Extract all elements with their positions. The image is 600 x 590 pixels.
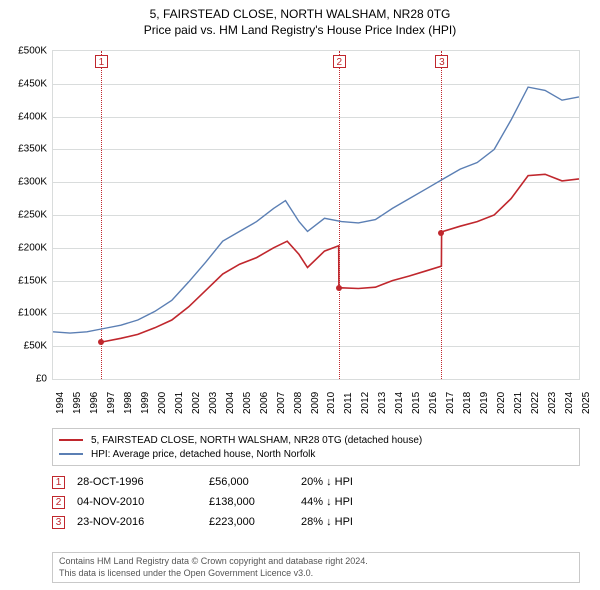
x-axis-label: 1996 (89, 392, 100, 414)
sale-marker-dot (438, 230, 444, 236)
sale-marker-box: 2 (52, 496, 65, 509)
y-axis-label: £0 (36, 374, 47, 385)
x-axis-label: 2019 (479, 392, 490, 414)
sale-marker-box: 1 (95, 55, 108, 68)
attribution-box: Contains HM Land Registry data © Crown c… (52, 552, 580, 583)
sale-date: 23-NOV-2016 (77, 516, 197, 528)
chart-container: 5, FAIRSTEAD CLOSE, NORTH WALSHAM, NR28 … (0, 0, 600, 590)
x-axis-label: 2024 (564, 392, 575, 414)
x-axis-label: 2007 (276, 392, 287, 414)
sale-date: 04-NOV-2010 (77, 496, 197, 508)
y-axis-label: £450K (18, 78, 47, 89)
x-axis-label: 1999 (140, 392, 151, 414)
sale-marker-dot (98, 339, 104, 345)
x-axis-label: 2005 (242, 392, 253, 414)
x-axis-label: 2000 (157, 392, 168, 414)
x-axis-label: 2001 (174, 392, 185, 414)
x-axis-label: 2006 (259, 392, 270, 414)
title-subtitle: Price paid vs. HM Land Registry's House … (0, 22, 600, 38)
y-axis-label: £300K (18, 177, 47, 188)
x-axis-label: 2025 (581, 392, 592, 414)
x-axis-label: 2016 (428, 392, 439, 414)
legend-box: 5, FAIRSTEAD CLOSE, NORTH WALSHAM, NR28 … (52, 428, 580, 466)
x-axis-label: 2020 (496, 392, 507, 414)
legend-label: 5, FAIRSTEAD CLOSE, NORTH WALSHAM, NR28 … (91, 435, 422, 446)
sale-delta: 44% ↓ HPI (301, 496, 353, 508)
sale-row: 3 23-NOV-2016 £223,000 28% ↓ HPI (52, 512, 580, 532)
x-axis-label: 1998 (123, 392, 134, 414)
sale-marker-box: 3 (52, 516, 65, 529)
x-axis-label: 1997 (106, 392, 117, 414)
y-axis-label: £350K (18, 144, 47, 155)
y-axis-label: £250K (18, 210, 47, 221)
x-axis-label: 2014 (394, 392, 405, 414)
y-axis-label: £100K (18, 308, 47, 319)
x-axis-label: 2023 (547, 392, 558, 414)
attribution-line: Contains HM Land Registry data © Crown c… (59, 556, 573, 568)
sale-row: 1 28-OCT-1996 £56,000 20% ↓ HPI (52, 472, 580, 492)
chart-series-svg (53, 51, 579, 379)
x-axis-label: 2013 (377, 392, 388, 414)
x-axis-label: 2003 (208, 392, 219, 414)
x-axis-label: 2011 (343, 392, 354, 414)
y-axis-label: £150K (18, 275, 47, 286)
legend-label: HPI: Average price, detached house, Nort… (91, 449, 315, 460)
x-axis-label: 2004 (225, 392, 236, 414)
sale-row: 2 04-NOV-2010 £138,000 44% ↓ HPI (52, 492, 580, 512)
x-axis-label: 2008 (293, 392, 304, 414)
sale-price: £223,000 (209, 516, 289, 528)
x-axis-label: 2015 (411, 392, 422, 414)
sale-marker-box: 2 (333, 55, 346, 68)
sale-delta: 20% ↓ HPI (301, 476, 353, 488)
x-axis-label: 2012 (360, 392, 371, 414)
x-axis-label: 2022 (530, 392, 541, 414)
x-axis-label: 2010 (326, 392, 337, 414)
title-address: 5, FAIRSTEAD CLOSE, NORTH WALSHAM, NR28 … (0, 6, 600, 22)
chart-plot-area: £0£50K£100K£150K£200K£250K£300K£350K£400… (52, 50, 580, 380)
y-axis-label: £400K (18, 111, 47, 122)
y-axis-label: £200K (18, 242, 47, 253)
y-axis-label: £50K (24, 341, 47, 352)
sale-date: 28-OCT-1996 (77, 476, 197, 488)
legend-row: HPI: Average price, detached house, Nort… (59, 447, 573, 461)
attribution-line: This data is licensed under the Open Gov… (59, 568, 573, 580)
legend-swatch (59, 439, 83, 441)
x-axis-label: 2017 (445, 392, 456, 414)
x-axis-label: 2002 (191, 392, 202, 414)
y-axis-label: £500K (18, 46, 47, 57)
x-axis-label: 1994 (55, 392, 66, 414)
legend-row: 5, FAIRSTEAD CLOSE, NORTH WALSHAM, NR28 … (59, 433, 573, 447)
x-axis-label: 2009 (310, 392, 321, 414)
sale-marker-box: 3 (435, 55, 448, 68)
x-axis-labels: 1994 1995 1996 1997 1998 1999 2000 2001 2002 2003… (52, 384, 580, 424)
series-line (101, 174, 579, 342)
sale-marker-dot (336, 285, 342, 291)
legend-swatch (59, 453, 83, 455)
sales-table: 1 28-OCT-1996 £56,000 20% ↓ HPI 2 04-NOV… (52, 472, 580, 532)
sale-delta: 28% ↓ HPI (301, 516, 353, 528)
x-axis-label: 2018 (462, 392, 473, 414)
sale-marker-box: 1 (52, 476, 65, 489)
title-block: 5, FAIRSTEAD CLOSE, NORTH WALSHAM, NR28 … (0, 0, 600, 38)
x-axis-label: 1995 (72, 392, 83, 414)
sale-price: £56,000 (209, 476, 289, 488)
x-axis-label: 2021 (513, 392, 524, 414)
sale-price: £138,000 (209, 496, 289, 508)
